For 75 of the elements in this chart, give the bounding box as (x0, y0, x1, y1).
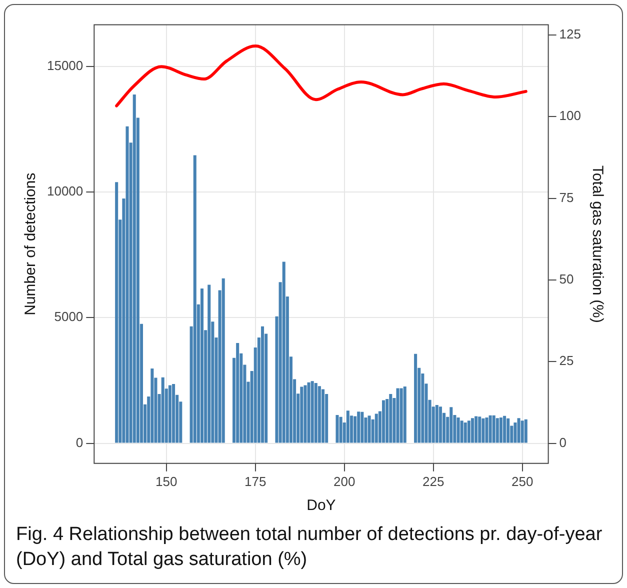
line-series (115, 44, 528, 108)
bar (396, 388, 400, 443)
bar (488, 415, 492, 443)
bar (403, 386, 406, 443)
bar (456, 418, 460, 443)
bar (414, 354, 418, 443)
bar (438, 406, 442, 443)
y2-tick-label: 75 (559, 190, 574, 205)
bar (346, 410, 350, 443)
bar (172, 384, 176, 443)
bar (499, 418, 502, 443)
bar (161, 377, 164, 443)
bar (260, 326, 264, 443)
bar (400, 388, 403, 443)
bar (314, 382, 318, 443)
bar (339, 416, 342, 443)
x-tick-label: 250 (511, 474, 534, 489)
y2-tick-label: 50 (559, 272, 574, 287)
bar (236, 343, 240, 443)
x-tick-label: 225 (422, 474, 444, 489)
bar (492, 415, 496, 443)
bar (382, 400, 386, 443)
bar (132, 94, 136, 443)
bar (478, 416, 482, 443)
bar (368, 416, 371, 443)
y2-tick-label: 25 (559, 353, 574, 368)
bar (336, 415, 339, 443)
y-axis-title: Number of detections (22, 172, 40, 316)
y2-tick-label: 0 (559, 434, 567, 450)
y2-tick-label: 100 (559, 108, 582, 124)
bar (208, 284, 211, 443)
bar (282, 262, 286, 443)
bar (307, 382, 310, 443)
x-tick-label: 175 (244, 474, 266, 489)
bar (435, 404, 438, 443)
bar (310, 381, 314, 443)
bar (389, 394, 392, 443)
bar (506, 418, 510, 443)
bar (304, 385, 307, 443)
bar (150, 368, 154, 443)
bar (374, 414, 378, 443)
bar (200, 288, 204, 443)
bar (482, 418, 485, 443)
y-tick-label: 5000 (54, 309, 84, 324)
bar (496, 418, 499, 443)
y2-tick-label: 125 (559, 26, 582, 42)
bar (467, 420, 470, 443)
bar (503, 416, 506, 443)
bar (360, 412, 364, 443)
bar (300, 386, 304, 443)
y-tick-label: 10000 (46, 184, 84, 199)
bar (450, 407, 453, 443)
bar (474, 416, 478, 443)
bar (168, 385, 172, 443)
bar (520, 420, 524, 443)
bar (321, 389, 325, 443)
bar (357, 412, 360, 443)
bar (485, 418, 488, 443)
bar (460, 420, 464, 443)
bar (517, 418, 520, 443)
bar (470, 418, 474, 443)
bar (524, 419, 528, 443)
x-tick-label: 200 (334, 474, 356, 489)
caption: Fig. 4 Relationship between total number of detections pr. day-of-year (DoY) and Total gas saturation (%) (16, 523, 604, 572)
bar (193, 155, 196, 443)
bar (115, 182, 118, 443)
bar (222, 278, 225, 443)
y-tick-label: 15000 (46, 58, 84, 73)
x-axis-title: DoY (306, 497, 336, 514)
bar (464, 422, 467, 443)
bar (126, 126, 129, 443)
bar (318, 386, 321, 443)
x-tick-label: 150 (156, 474, 178, 489)
y2-axis-title: Total gas saturation (%) (588, 165, 606, 323)
y-tick-label: 0 (76, 434, 84, 450)
